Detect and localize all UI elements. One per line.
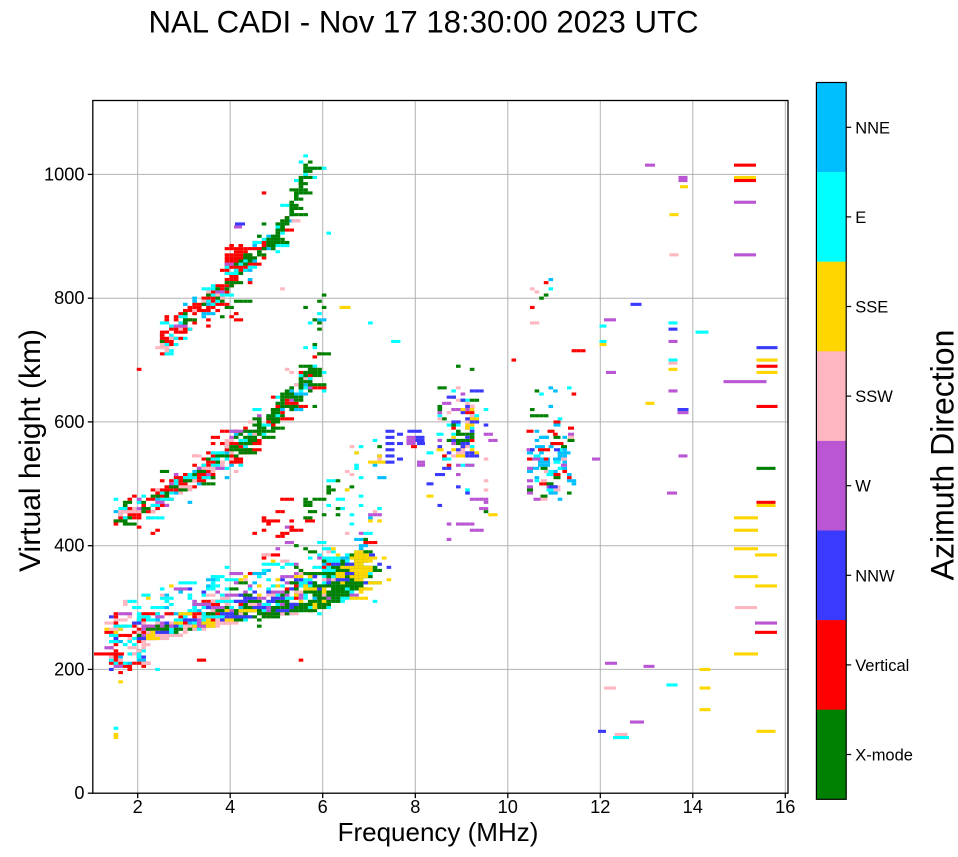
svg-text:X-mode: X-mode: [855, 747, 913, 765]
svg-text:W: W: [855, 478, 871, 496]
svg-text:E: E: [855, 209, 866, 227]
svg-text:Azimuth Direction: Azimuth Direction: [925, 330, 958, 581]
svg-text:600: 600: [54, 412, 84, 432]
svg-text:SSE: SSE: [855, 299, 888, 317]
svg-text:400: 400: [54, 536, 84, 556]
svg-text:NAL CADI - Nov 17 18:30:00 202: NAL CADI - Nov 17 18:30:00 2023 UTC: [148, 4, 698, 39]
svg-text:1000: 1000: [44, 164, 84, 184]
svg-text:2: 2: [133, 797, 143, 817]
svg-text:10: 10: [498, 797, 518, 817]
svg-text:0: 0: [74, 783, 84, 803]
svg-text:NNE: NNE: [855, 119, 890, 137]
svg-text:Vertical: Vertical: [855, 657, 909, 675]
svg-text:4: 4: [225, 797, 235, 817]
svg-text:6: 6: [318, 797, 328, 817]
svg-text:Virtual height (km): Virtual height (km): [14, 329, 47, 572]
svg-text:200: 200: [54, 659, 84, 679]
svg-text:8: 8: [410, 797, 420, 817]
svg-text:Frequency (MHz): Frequency (MHz): [338, 817, 539, 847]
svg-text:16: 16: [775, 797, 795, 817]
svg-text:14: 14: [683, 797, 703, 817]
svg-text:NNW: NNW: [855, 567, 895, 585]
svg-text:12: 12: [590, 797, 610, 817]
svg-text:SSW: SSW: [855, 388, 893, 406]
svg-text:800: 800: [54, 288, 84, 308]
